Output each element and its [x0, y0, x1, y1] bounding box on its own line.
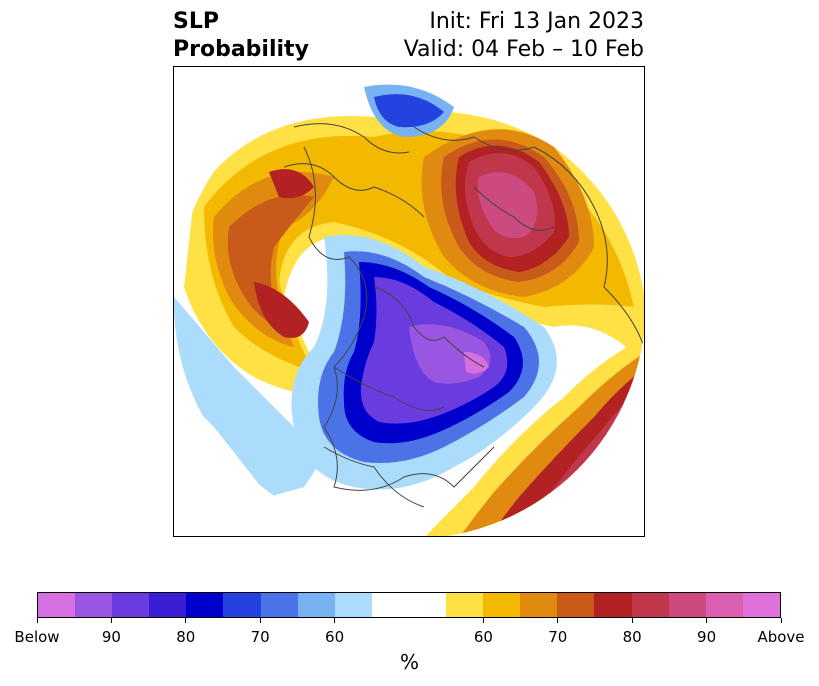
- map-canvas: [174, 67, 644, 536]
- colorbar-segment: [38, 593, 76, 617]
- tick-label: 80: [622, 628, 642, 646]
- valid-range: Valid: 04 Feb – 10 Feb: [403, 37, 644, 62]
- tick-mark: [557, 618, 559, 623]
- colorbar-segment: [223, 593, 261, 617]
- colorbar-segment: [483, 593, 521, 617]
- colorbar-segment: [297, 593, 335, 617]
- colorbar-segment: [260, 593, 298, 617]
- tick-mark: [36, 618, 38, 623]
- tick-label: 70: [548, 628, 568, 646]
- hemisphere-disc: [174, 67, 644, 536]
- tick-mark: [259, 618, 261, 623]
- tick-label: 60: [325, 628, 345, 646]
- colorbar-segment: [520, 593, 558, 617]
- chart-title: SLP Probability: [173, 8, 309, 64]
- colorbar-segment: [631, 593, 669, 617]
- tick-mark: [110, 618, 112, 623]
- tick-label: 90: [697, 628, 717, 646]
- colorbar-segment: [186, 593, 224, 617]
- colorbar: [37, 592, 781, 618]
- tick-mark: [706, 618, 708, 623]
- colorbar-segment: [149, 593, 187, 617]
- tick-mark: [780, 618, 782, 623]
- title-line-2: Probability: [173, 37, 309, 62]
- forecast-dates: Init: Fri 13 Jan 2023 Valid: 04 Feb – 10…: [404, 8, 644, 64]
- colorbar-segment: [594, 593, 632, 617]
- tick-label: 70: [250, 628, 270, 646]
- tick-label: 80: [176, 628, 196, 646]
- tick-mark: [482, 618, 484, 623]
- coastlines: [283, 123, 644, 508]
- colorbar-segment: [705, 593, 743, 617]
- colorbar-segment: [334, 593, 372, 617]
- colorbar-unit: %: [399, 650, 419, 674]
- colorbar-segment: [557, 593, 595, 617]
- colorbar-segment: [668, 593, 706, 617]
- tick-label: Below: [14, 628, 60, 646]
- tick-mark: [334, 618, 336, 623]
- probability-map: [173, 66, 645, 537]
- colorbar-segment: [371, 593, 447, 617]
- tick-label: 60: [473, 628, 493, 646]
- title-line-1: SLP: [173, 9, 219, 34]
- colorbar-segment: [446, 593, 484, 617]
- tick-mark: [631, 618, 633, 623]
- colorbar-segment: [112, 593, 150, 617]
- tick-label: Above: [757, 628, 805, 646]
- tick-mark: [185, 618, 187, 623]
- colorbar-segment: [742, 593, 780, 617]
- colorbar-segment: [75, 593, 113, 617]
- init-date: Init: Fri 13 Jan 2023: [429, 9, 644, 34]
- tick-label: 90: [101, 628, 121, 646]
